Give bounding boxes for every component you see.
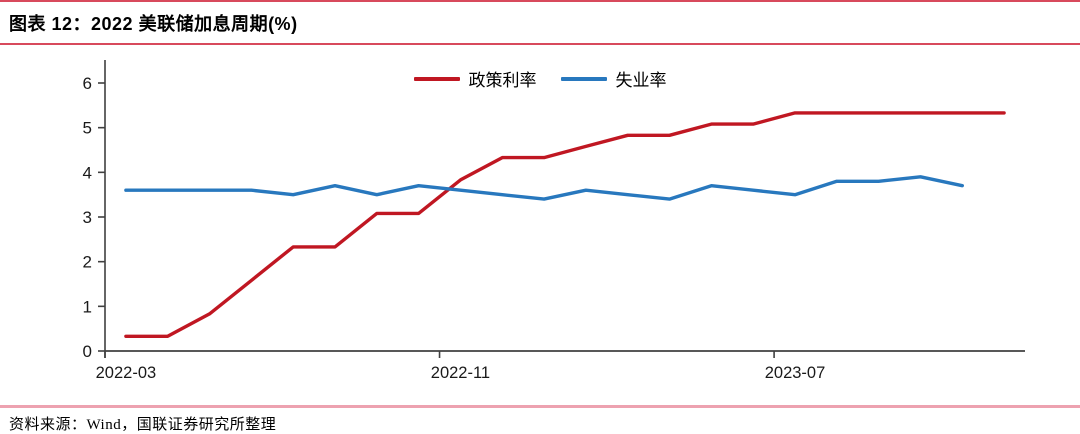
svg-text:2023-07: 2023-07	[765, 364, 826, 382]
svg-text:5: 5	[83, 119, 92, 138]
svg-text:0: 0	[83, 342, 92, 361]
legend-label-unemployment: 失业率	[615, 71, 667, 90]
svg-text:2022-03: 2022-03	[96, 364, 157, 382]
svg-text:3: 3	[83, 208, 92, 227]
figure-header: 图表 12：2022 美联储加息周期(%)	[0, 0, 1080, 45]
svg-text:6: 6	[83, 74, 92, 93]
figure-title: 图表 12：2022 美联储加息周期(%)	[9, 13, 298, 34]
figure-footer: 资料来源：Wind，国联证券研究所整理	[0, 405, 1080, 434]
svg-text:1: 1	[83, 297, 92, 316]
plot-svg: 0 1 2 3 4 5 6 2022-03 2022-11 2023-07	[83, 60, 1025, 382]
chart-legend: 政策利率 失业率	[0, 66, 1080, 91]
svg-text:2: 2	[83, 253, 92, 272]
svg-text:2022-11: 2022-11	[431, 364, 490, 382]
source-note: 资料来源：Wind，国联证券研究所整理	[9, 417, 277, 433]
policy-rate-line-swatch	[413, 76, 460, 81]
svg-text:4: 4	[83, 163, 92, 182]
line-chart: 政策利率 失业率 0 1 2 3 4 5 6 2022-03 2022-11 2023-07	[0, 45, 1080, 405]
unemployment-line-swatch	[560, 76, 607, 81]
legend-label-policy-rate: 政策利率	[468, 71, 537, 90]
legend-item-unemployment: 失业率	[560, 66, 667, 91]
legend-item-policy-rate: 政策利率	[413, 66, 537, 91]
